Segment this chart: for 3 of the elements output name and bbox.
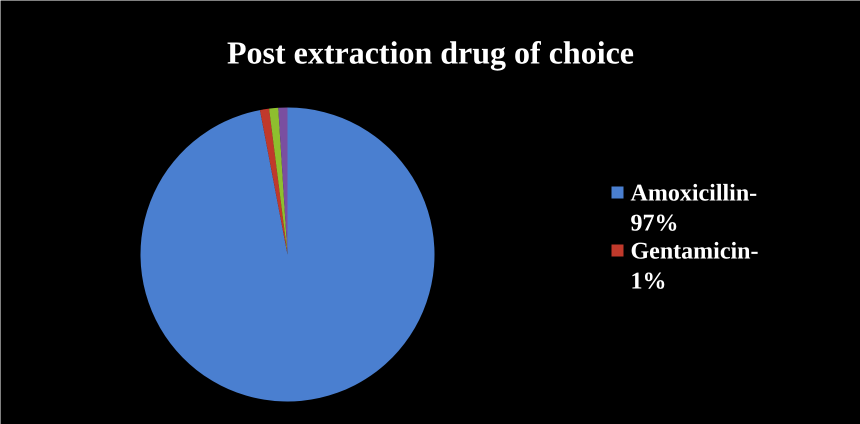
legend-label: Gentamicin-1% <box>630 238 758 294</box>
legend-label: Amoxicillin-97% <box>630 180 758 236</box>
chart-title: Post extraction drug of choice <box>226 34 634 72</box>
